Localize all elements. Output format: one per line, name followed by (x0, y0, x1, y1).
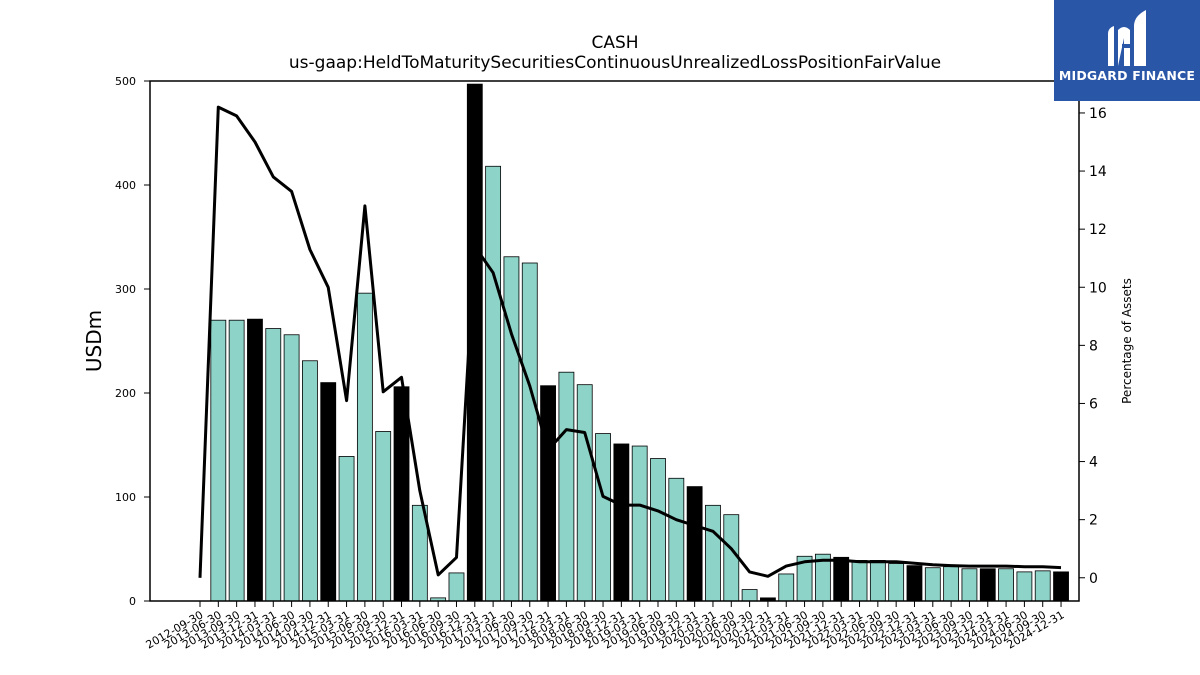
bar-2023-03-31 (924, 567, 941, 602)
y-tick-label-500: 500 (115, 75, 136, 88)
bar-2024-03-31 (998, 568, 1014, 602)
bar-2018-12-31 (613, 443, 630, 602)
y2-tick-label-2: 2 (1089, 513, 1098, 529)
y2-axis-label: Percentage of Assets (1120, 278, 1134, 404)
bar-2023-09-30 (961, 568, 978, 602)
y-tick-label-300: 300 (115, 283, 136, 296)
x-axis: 2012-09-302013-06-302013-09-302013-12-31… (144, 601, 1067, 652)
bar-2019-12-31 (686, 486, 703, 602)
brand-name: MIDGARD FINANCE (1058, 68, 1196, 83)
bar-2022-12-31 (906, 565, 923, 602)
bar-2013-06-30 (210, 319, 227, 602)
bar-2018-06-30 (576, 384, 593, 602)
bar-2015-06-30 (356, 292, 373, 602)
bar-2014-09-30 (302, 360, 318, 602)
y2-tick-label-14: 14 (1089, 164, 1107, 180)
bar-2021-12-31 (833, 556, 850, 602)
y2-tick-label-12: 12 (1089, 222, 1107, 238)
y-tick-label-200: 200 (115, 387, 136, 400)
bar-2020-06-30 (723, 514, 740, 602)
y2-tick-label-8: 8 (1089, 338, 1098, 354)
y2-tick-label-16: 16 (1089, 106, 1107, 122)
midgard-logo-icon (1108, 10, 1146, 66)
y2-tick-label-6: 6 (1089, 396, 1098, 412)
y2-tick-label-4: 4 (1089, 455, 1098, 471)
bar-2017-09-30 (521, 262, 538, 602)
y-tick-label-400: 400 (115, 179, 136, 192)
bar-2023-06-30 (943, 566, 960, 602)
bar-2015-03-31 (338, 456, 355, 602)
bar-2022-03-31 (851, 560, 868, 602)
bar-2020-09-30 (741, 589, 758, 602)
bar-2019-09-30 (668, 477, 685, 602)
y2-tick-label-0: 0 (1089, 571, 1098, 587)
bar-2024-06-30 (1016, 571, 1033, 602)
bar-2024-09-30 (1034, 570, 1051, 602)
y-axis-right: 0 2 4 6 8 10 12 14 16 (1079, 106, 1107, 587)
bar-2016-09-30 (448, 572, 465, 602)
y-tick-label-100: 100 (115, 491, 136, 504)
bar-2020-03-31 (705, 504, 721, 602)
chart-title: CASH (591, 33, 638, 53)
bar-2013-09-30 (228, 319, 245, 602)
bar-2023-12-31 (979, 568, 996, 602)
bar-2022-06-30 (869, 560, 886, 602)
bar-2017-06-30 (503, 256, 520, 602)
y-axis-left: 0 100 200 300 400 500 (115, 75, 150, 608)
brand-logo: MIDGARD FINANCE (1054, 0, 1200, 101)
bar-2014-03-31 (265, 328, 282, 602)
bar-series (210, 83, 1069, 602)
bar-2019-03-31 (631, 445, 648, 602)
bar-2017-12-31 (540, 385, 556, 602)
bar-2014-12-31 (320, 382, 337, 602)
bar-2017-03-31 (485, 165, 502, 602)
bar-2024-12-31 (1053, 571, 1069, 602)
chart-subtitle: us-gaap:HeldToMaturitySecuritiesContinuo… (289, 53, 941, 73)
percentage-of-assets-line (198, 105, 1062, 578)
y-tick-label-0: 0 (129, 595, 136, 608)
bar-2013-12-31 (247, 318, 263, 602)
y2-tick-label-10: 10 (1089, 280, 1107, 296)
bar-2022-09-30 (888, 563, 905, 602)
y-axis-label: USDm (82, 310, 106, 372)
bar-2014-06-30 (283, 334, 300, 602)
bar-2019-06-30 (650, 458, 666, 602)
bar-2015-09-30 (375, 431, 392, 602)
bar-2018-03-31 (558, 371, 575, 602)
bar-2021-03-31 (778, 573, 795, 602)
bar-2018-09-30 (595, 433, 611, 602)
plot-frame (149, 80, 1080, 602)
